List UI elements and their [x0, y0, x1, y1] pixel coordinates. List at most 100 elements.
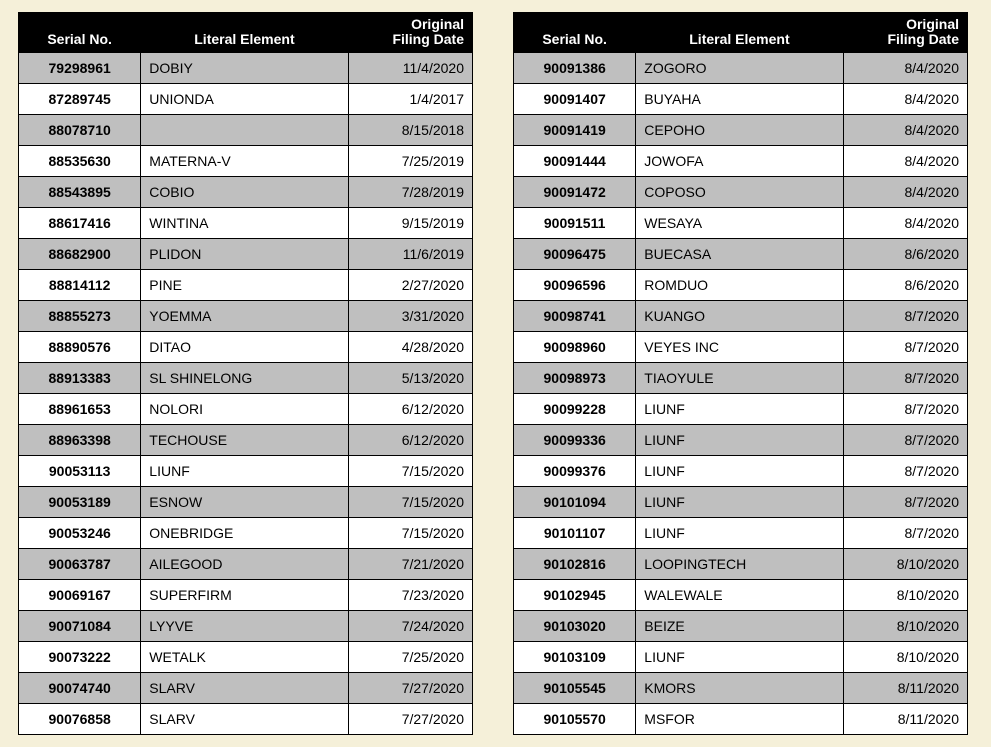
cell-literal: PINE — [141, 269, 348, 300]
cell-literal: LIUNF — [636, 424, 843, 455]
cell-literal: WALEWALE — [636, 579, 843, 610]
cell-date: 8/7/2020 — [843, 331, 967, 362]
cell-serial: 90091419 — [514, 114, 636, 145]
cell-serial: 90101107 — [514, 517, 636, 548]
cell-literal: SUPERFIRM — [141, 579, 348, 610]
table-row: 90091444JOWOFA8/4/2020 — [514, 145, 968, 176]
cell-date: 8/4/2020 — [843, 145, 967, 176]
right-table: Serial No. Literal Element Original Fili… — [513, 12, 968, 735]
cell-date: 5/13/2020 — [348, 362, 472, 393]
cell-serial: 90099228 — [514, 393, 636, 424]
table-row: 90091407BUYAHA8/4/2020 — [514, 83, 968, 114]
cell-literal: BEIZE — [636, 610, 843, 641]
cell-serial: 90091407 — [514, 83, 636, 114]
cell-date: 8/10/2020 — [843, 548, 967, 579]
table-row: 88963398TECHOUSE6/12/2020 — [19, 424, 473, 455]
cell-date: 8/7/2020 — [843, 393, 967, 424]
cell-literal: LIUNF — [636, 393, 843, 424]
table-row: 90053246ONEBRIDGE7/15/2020 — [19, 517, 473, 548]
cell-serial: 90103109 — [514, 641, 636, 672]
table-row: 90105570MSFOR8/11/2020 — [514, 703, 968, 734]
cell-date: 8/7/2020 — [843, 517, 967, 548]
table-row: 88682900PLIDON11/6/2019 — [19, 238, 473, 269]
cell-literal: LOOPINGTECH — [636, 548, 843, 579]
table-row: 90099228LIUNF8/7/2020 — [514, 393, 968, 424]
col-header-serial: Serial No. — [19, 13, 141, 53]
cell-literal: COPOSO — [636, 176, 843, 207]
table-row: 90091386ZOGORO8/4/2020 — [514, 52, 968, 83]
cell-serial: 88961653 — [19, 393, 141, 424]
table-row: 90103109LIUNF8/10/2020 — [514, 641, 968, 672]
cell-serial: 88617416 — [19, 207, 141, 238]
cell-serial: 90102945 — [514, 579, 636, 610]
table-row: 90098973TIAOYULE8/7/2020 — [514, 362, 968, 393]
cell-date: 6/12/2020 — [348, 393, 472, 424]
cell-serial: 90102816 — [514, 548, 636, 579]
date-header-line1: Original — [411, 16, 464, 32]
table-row: 79298961DOBIY11/4/2020 — [19, 52, 473, 83]
table-row: 90102816LOOPINGTECH8/10/2020 — [514, 548, 968, 579]
cell-date: 8/10/2020 — [843, 641, 967, 672]
right-table-body: 90091386ZOGORO8/4/202090091407BUYAHA8/4/… — [514, 52, 968, 734]
cell-literal: BUYAHA — [636, 83, 843, 114]
left-table-body: 79298961DOBIY11/4/202087289745UNIONDA1/4… — [19, 52, 473, 734]
cell-serial: 90091472 — [514, 176, 636, 207]
cell-serial: 90096475 — [514, 238, 636, 269]
cell-serial: 87289745 — [19, 83, 141, 114]
cell-date: 8/6/2020 — [843, 238, 967, 269]
cell-date: 8/7/2020 — [843, 362, 967, 393]
cell-serial: 90096596 — [514, 269, 636, 300]
date-header-line2: Filing Date — [887, 31, 959, 47]
col-header-date: Original Filing Date — [843, 13, 967, 53]
cell-serial: 90071084 — [19, 610, 141, 641]
cell-date: 8/11/2020 — [843, 703, 967, 734]
cell-literal: TIAOYULE — [636, 362, 843, 393]
cell-literal: UNIONDA — [141, 83, 348, 114]
cell-date: 8/4/2020 — [843, 176, 967, 207]
table-row: 90069167SUPERFIRM7/23/2020 — [19, 579, 473, 610]
table-row: 90099376LIUNF8/7/2020 — [514, 455, 968, 486]
table-row: 90091472COPOSO8/4/2020 — [514, 176, 968, 207]
table-row: 88890576DITAO4/28/2020 — [19, 331, 473, 362]
table-row: 90091419CEPOHO8/4/2020 — [514, 114, 968, 145]
cell-date: 8/10/2020 — [843, 610, 967, 641]
cell-serial: 90053189 — [19, 486, 141, 517]
cell-literal: LIUNF — [636, 486, 843, 517]
table-row: 90102945WALEWALE8/10/2020 — [514, 579, 968, 610]
table-row: 90101094LIUNF8/7/2020 — [514, 486, 968, 517]
cell-serial: 88543895 — [19, 176, 141, 207]
table-row: 90071084LYYVE7/24/2020 — [19, 610, 473, 641]
cell-literal: DOBIY — [141, 52, 348, 83]
left-table: Serial No. Literal Element Original Fili… — [18, 12, 473, 735]
cell-literal: LIUNF — [636, 641, 843, 672]
cell-serial: 88682900 — [19, 238, 141, 269]
cell-literal: SL SHINELONG — [141, 362, 348, 393]
cell-literal: ESNOW — [141, 486, 348, 517]
cell-serial: 90091444 — [514, 145, 636, 176]
cell-serial: 88855273 — [19, 300, 141, 331]
cell-date: 2/27/2020 — [348, 269, 472, 300]
cell-serial: 90073222 — [19, 641, 141, 672]
cell-date: 3/31/2020 — [348, 300, 472, 331]
date-header-line2: Filing Date — [392, 31, 464, 47]
cell-literal: YOEMMA — [141, 300, 348, 331]
cell-date: 7/21/2020 — [348, 548, 472, 579]
cell-date: 7/24/2020 — [348, 610, 472, 641]
cell-serial: 88890576 — [19, 331, 141, 362]
table-row: 90091511WESAYA8/4/2020 — [514, 207, 968, 238]
cell-literal: VEYES INC — [636, 331, 843, 362]
table-row: 88535630MATERNA-V7/25/2019 — [19, 145, 473, 176]
cell-date: 6/12/2020 — [348, 424, 472, 455]
cell-serial: 88078710 — [19, 114, 141, 145]
col-header-literal: Literal Element — [141, 13, 348, 53]
cell-serial: 90091386 — [514, 52, 636, 83]
cell-date: 11/4/2020 — [348, 52, 472, 83]
table-row: 90103020BEIZE8/10/2020 — [514, 610, 968, 641]
cell-serial: 90098973 — [514, 362, 636, 393]
table-row: 90074740SLARV7/27/2020 — [19, 672, 473, 703]
cell-date: 7/27/2020 — [348, 703, 472, 734]
table-row: 88913383SL SHINELONG5/13/2020 — [19, 362, 473, 393]
cell-literal: SLARV — [141, 672, 348, 703]
table-row: 90101107LIUNF8/7/2020 — [514, 517, 968, 548]
cell-literal: MATERNA-V — [141, 145, 348, 176]
